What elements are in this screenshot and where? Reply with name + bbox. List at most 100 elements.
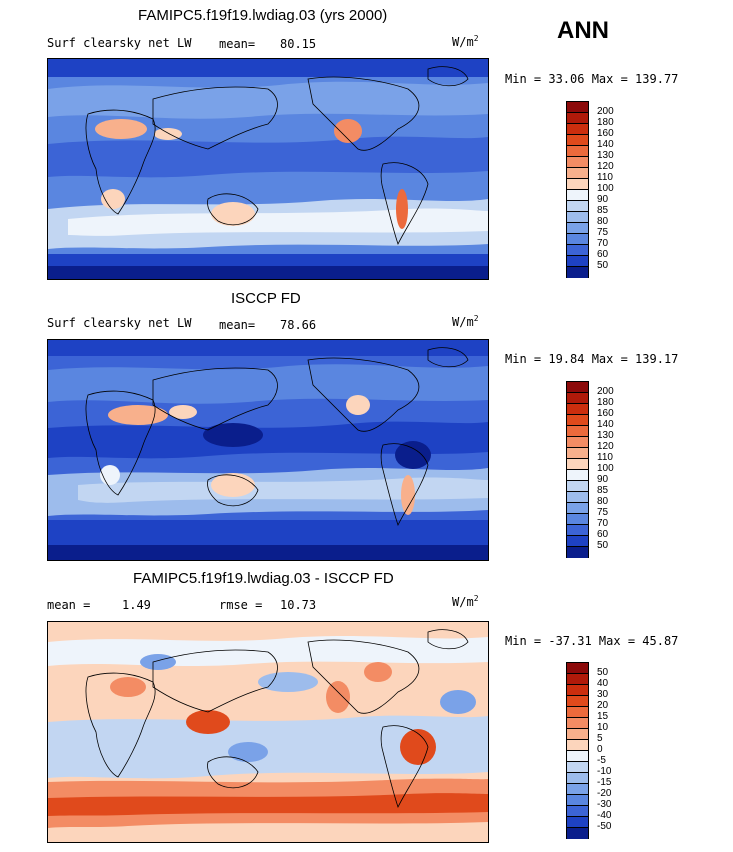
panel1-colorbar-tick-label: 120	[597, 161, 614, 172]
panel1-colorbar-tick-label: 90	[597, 194, 609, 205]
panel1-colorbar-swatch	[567, 267, 588, 278]
panel1-mean-value: 80.15	[280, 37, 317, 51]
panel1-title: FAMIPC5.f19f19.lwdiag.03 (yrs 2000)	[138, 7, 388, 24]
panel3-mean-value: 1.49	[122, 598, 151, 612]
panel1-sahara	[95, 119, 147, 139]
panel2-colorbar-swatch	[567, 503, 588, 514]
panel3-colorbar-tick-label: 0	[597, 744, 603, 755]
panel2-africa-outline	[85, 390, 156, 496]
panel3-mean-label: mean =	[47, 598, 91, 612]
panel3-units: W/m2	[452, 594, 479, 609]
panel1-coastlines	[85, 66, 469, 246]
panel3-e-pacific	[326, 681, 350, 713]
panel2-colorbar-tick-label: 120	[597, 441, 614, 452]
panel3-map-svg	[48, 622, 488, 842]
panel3-minmax: Min = -37.31 Max = 45.87	[505, 634, 679, 648]
panel3-colorbar-tick-label: 5	[597, 733, 603, 744]
panel1-antarctica	[48, 266, 488, 279]
panel3-units-exp: 2	[473, 594, 479, 603]
panel3-samerica-outline	[380, 725, 429, 809]
panel2-colorbar-tick-label: 180	[597, 397, 614, 408]
panel2-eurasia-outline	[152, 367, 278, 431]
panel3-africa-outline	[85, 672, 156, 778]
panel3-atlantic	[440, 690, 476, 714]
panel3-greenland-outline	[427, 629, 469, 650]
panel1-colorbar-tick-label: 160	[597, 128, 614, 139]
panel2-colorbar-swatch	[567, 437, 588, 448]
panel1-colorbar-tick-label: 110	[597, 172, 613, 183]
panel1-colorbar-swatch	[567, 124, 588, 135]
panel2-nh-band	[48, 364, 488, 404]
panel1-units-base: W/m	[452, 35, 474, 49]
panel1-colorbar-tick-label: 200	[597, 106, 614, 117]
panel1-colorbar-swatch	[567, 223, 588, 234]
panel2-colorbar-swatch	[567, 525, 588, 536]
panel3-southern-ocean-core	[48, 793, 488, 816]
panel3-colorbar-swatch	[567, 685, 588, 696]
panel1-africa-outline	[85, 109, 156, 215]
panel2-colorbar-tick-label: 160	[597, 408, 614, 419]
panel3-colorbar-swatch	[567, 707, 588, 718]
panel1-colorbar-swatch	[567, 234, 588, 245]
panel1-colorbar-swatch	[567, 146, 588, 157]
panel2-colorbar-swatch	[567, 426, 588, 437]
panel3-colorbar-tick-label: 50	[597, 667, 609, 678]
panel2-colorbar-swatch	[567, 492, 588, 503]
panel2-colorbar-tick-label: 90	[597, 474, 609, 485]
panel1-units-exp: 2	[473, 34, 479, 43]
panel3-colorbar-tick-label: -5	[597, 755, 606, 766]
panel2-colorbar-swatch	[567, 448, 588, 459]
panel1-colorbar-tick-label: 80	[597, 216, 609, 227]
panel1-colorbar-swatch	[567, 256, 588, 267]
panel1-sw-usa	[334, 119, 362, 143]
panel3-colorbar-tick-label: 30	[597, 689, 609, 700]
panel1-sh-light-band	[68, 208, 488, 236]
panel1-eurasia-outline	[152, 86, 278, 150]
panel2-colorbar-swatch	[567, 470, 588, 481]
panel1-colorbar-swatch	[567, 168, 588, 179]
panel3-n-pacific	[258, 672, 318, 692]
panel1-arctic-band	[48, 59, 488, 77]
panel3-colorbar-tick-label: -40	[597, 810, 612, 821]
panel1-australia-outline	[207, 193, 259, 226]
panel2-colorbar-swatch	[567, 481, 588, 492]
panel1-namerica-outline	[307, 76, 420, 151]
panel3-colorbar-swatch	[567, 740, 588, 751]
season-label: ANN	[557, 17, 609, 44]
panel1-colorbar-tick-label: 70	[597, 238, 609, 249]
panel2-colorbar-tick-label: 200	[597, 386, 614, 397]
panel3-colorbar-swatch	[567, 773, 588, 784]
panel2-units-base: W/m	[452, 315, 474, 329]
panel3-maritime-continent	[186, 710, 230, 734]
panel1-colorbar-tick-label: 60	[597, 249, 609, 260]
panel3-c-asia	[140, 654, 176, 670]
panel3-colorbar-swatch	[567, 718, 588, 729]
panel2-tropical-band	[48, 421, 488, 459]
panel3-australia-outline	[207, 756, 259, 789]
panel2-colorbar-swatch	[567, 404, 588, 415]
panel3-nh-band	[48, 636, 488, 666]
panel2-arctic-band	[48, 340, 488, 356]
panel2-sahara	[108, 405, 168, 425]
panel2-colorbar-tick-label: 130	[597, 430, 614, 441]
panel2-units: W/m2	[452, 314, 479, 329]
panel2-colorbar-tick-label: 140	[597, 419, 614, 430]
panel2-colorbar-swatch	[567, 536, 588, 547]
panel1-colorbar-tick-label: 50	[597, 260, 609, 271]
panel2-colorbar-tick-label: 80	[597, 496, 609, 507]
panel1-colorbar-swatch	[567, 212, 588, 223]
panel3-eurasia-outline	[152, 649, 278, 713]
panel1-colorbar-swatch	[567, 113, 588, 124]
panel1-map	[47, 58, 489, 280]
panel2-units-exp: 2	[473, 314, 479, 323]
panel2-namerica-outline	[307, 357, 420, 432]
panel3-rmse-label: rmse =	[219, 598, 263, 612]
panel1-field-label: Surf clearsky net LW	[47, 36, 192, 50]
panel2-amazon	[395, 441, 431, 469]
panel2-colorbar-swatch	[567, 459, 588, 470]
panel2-s-africa	[100, 465, 120, 485]
panel1-greenland-outline	[427, 66, 469, 87]
panel3-namerica-outline	[307, 639, 420, 714]
panel3-colorbar-swatch	[567, 696, 588, 707]
panel2-title: ISCCP FD	[231, 290, 301, 307]
